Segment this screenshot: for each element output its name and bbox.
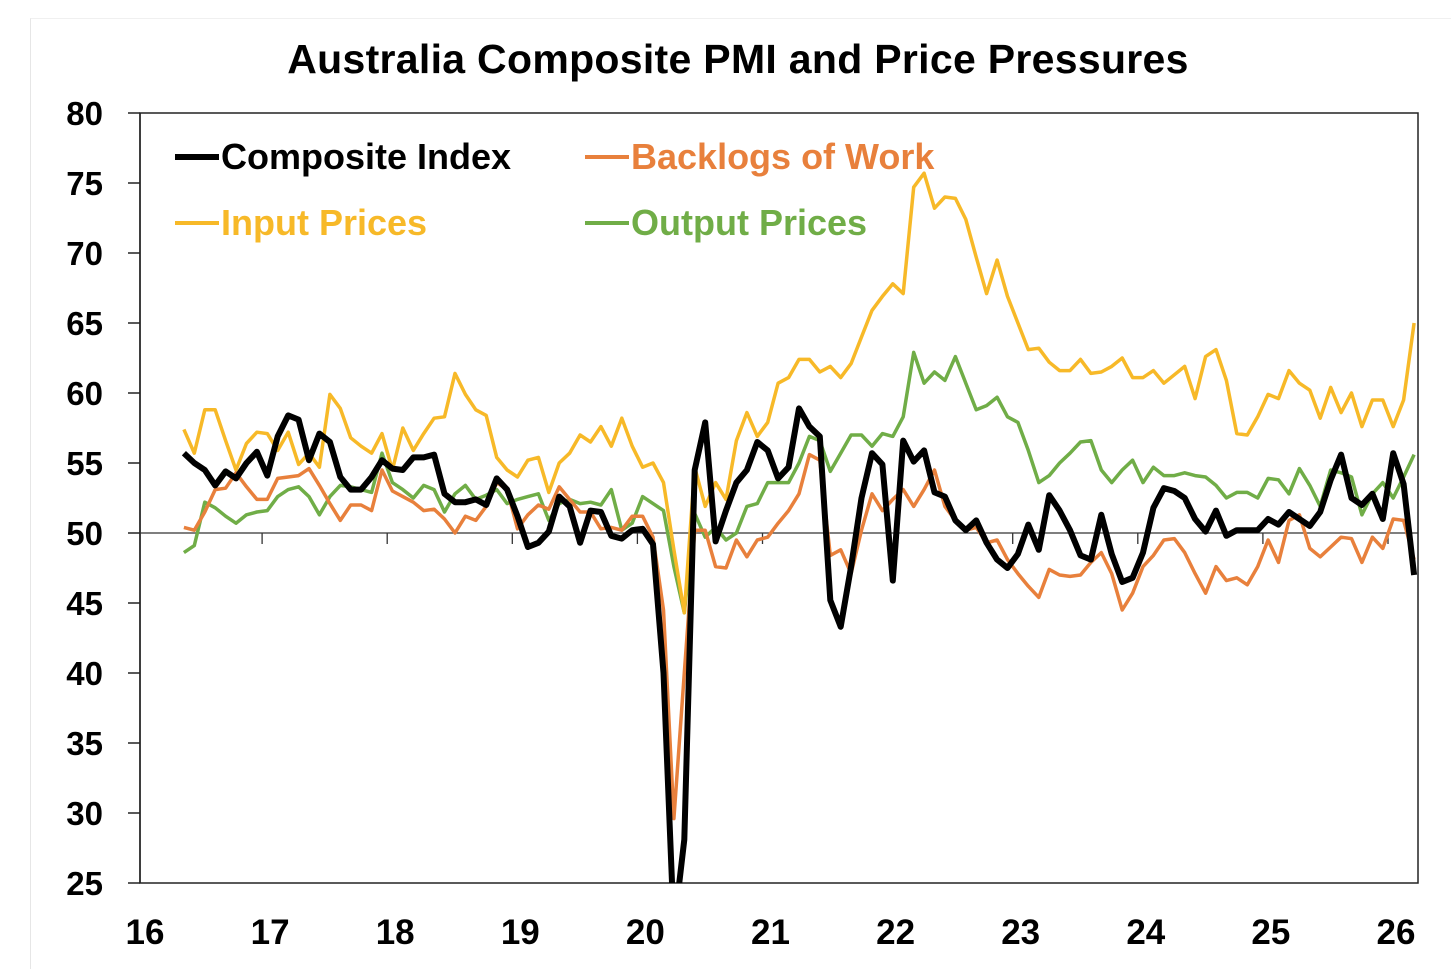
y-tick-label: 70 bbox=[66, 235, 103, 272]
y-tick-label: 40 bbox=[66, 655, 103, 692]
y-axis: 25 30 35 40 45 50 55 60 65 70 75 80 bbox=[66, 95, 141, 902]
legend-label-backlogs-of-work: Backlogs of Work bbox=[631, 136, 935, 177]
x-tick-label: 21 bbox=[751, 913, 790, 952]
legend: Composite Index Backlogs of Work Input Pri… bbox=[175, 136, 935, 243]
y-tick-label: 35 bbox=[66, 725, 103, 762]
x-tick-label: 25 bbox=[1251, 913, 1290, 952]
y-tick-label: 60 bbox=[66, 375, 103, 412]
series-line-backlogs-of-work bbox=[183, 452, 1416, 821]
chart-frame bbox=[30, 18, 1451, 969]
x-tick-label: 20 bbox=[626, 913, 665, 952]
x-tick-label: 19 bbox=[501, 913, 540, 952]
legend-label-composite-index: Composite Index bbox=[221, 136, 511, 177]
legend-label-output-prices: Output Prices bbox=[631, 202, 867, 243]
y-tick-label: 65 bbox=[66, 305, 103, 342]
y-tick-label: 80 bbox=[66, 95, 103, 132]
y-tick-label: 55 bbox=[66, 445, 103, 482]
x-axis: 16 17 18 19 20 21 22 23 24 25 26 bbox=[126, 533, 1416, 952]
x-tick-label: 16 bbox=[126, 913, 165, 952]
series-line-composite-index bbox=[181, 405, 1418, 883]
x-tick-label: 17 bbox=[251, 913, 290, 952]
x-tick-label: 22 bbox=[876, 913, 915, 952]
x-tick-label: 26 bbox=[1377, 913, 1416, 952]
chart-title: Australia Composite PMI and Price Pressu… bbox=[287, 36, 1189, 82]
x-tick-label: 18 bbox=[376, 913, 415, 952]
x-tick-label: 24 bbox=[1126, 913, 1165, 952]
x-tick-label: 23 bbox=[1001, 913, 1040, 952]
y-tick-label: 50 bbox=[66, 515, 103, 552]
series-line-input-prices bbox=[182, 171, 1416, 615]
legend-label-input-prices: Input Prices bbox=[221, 202, 427, 243]
series-lines bbox=[181, 171, 1418, 883]
y-tick-label: 25 bbox=[66, 865, 103, 902]
y-tick-label: 75 bbox=[66, 165, 103, 202]
y-tick-label: 45 bbox=[66, 585, 103, 622]
y-tick-label: 30 bbox=[66, 795, 103, 832]
series-line-output-prices bbox=[182, 350, 1416, 615]
